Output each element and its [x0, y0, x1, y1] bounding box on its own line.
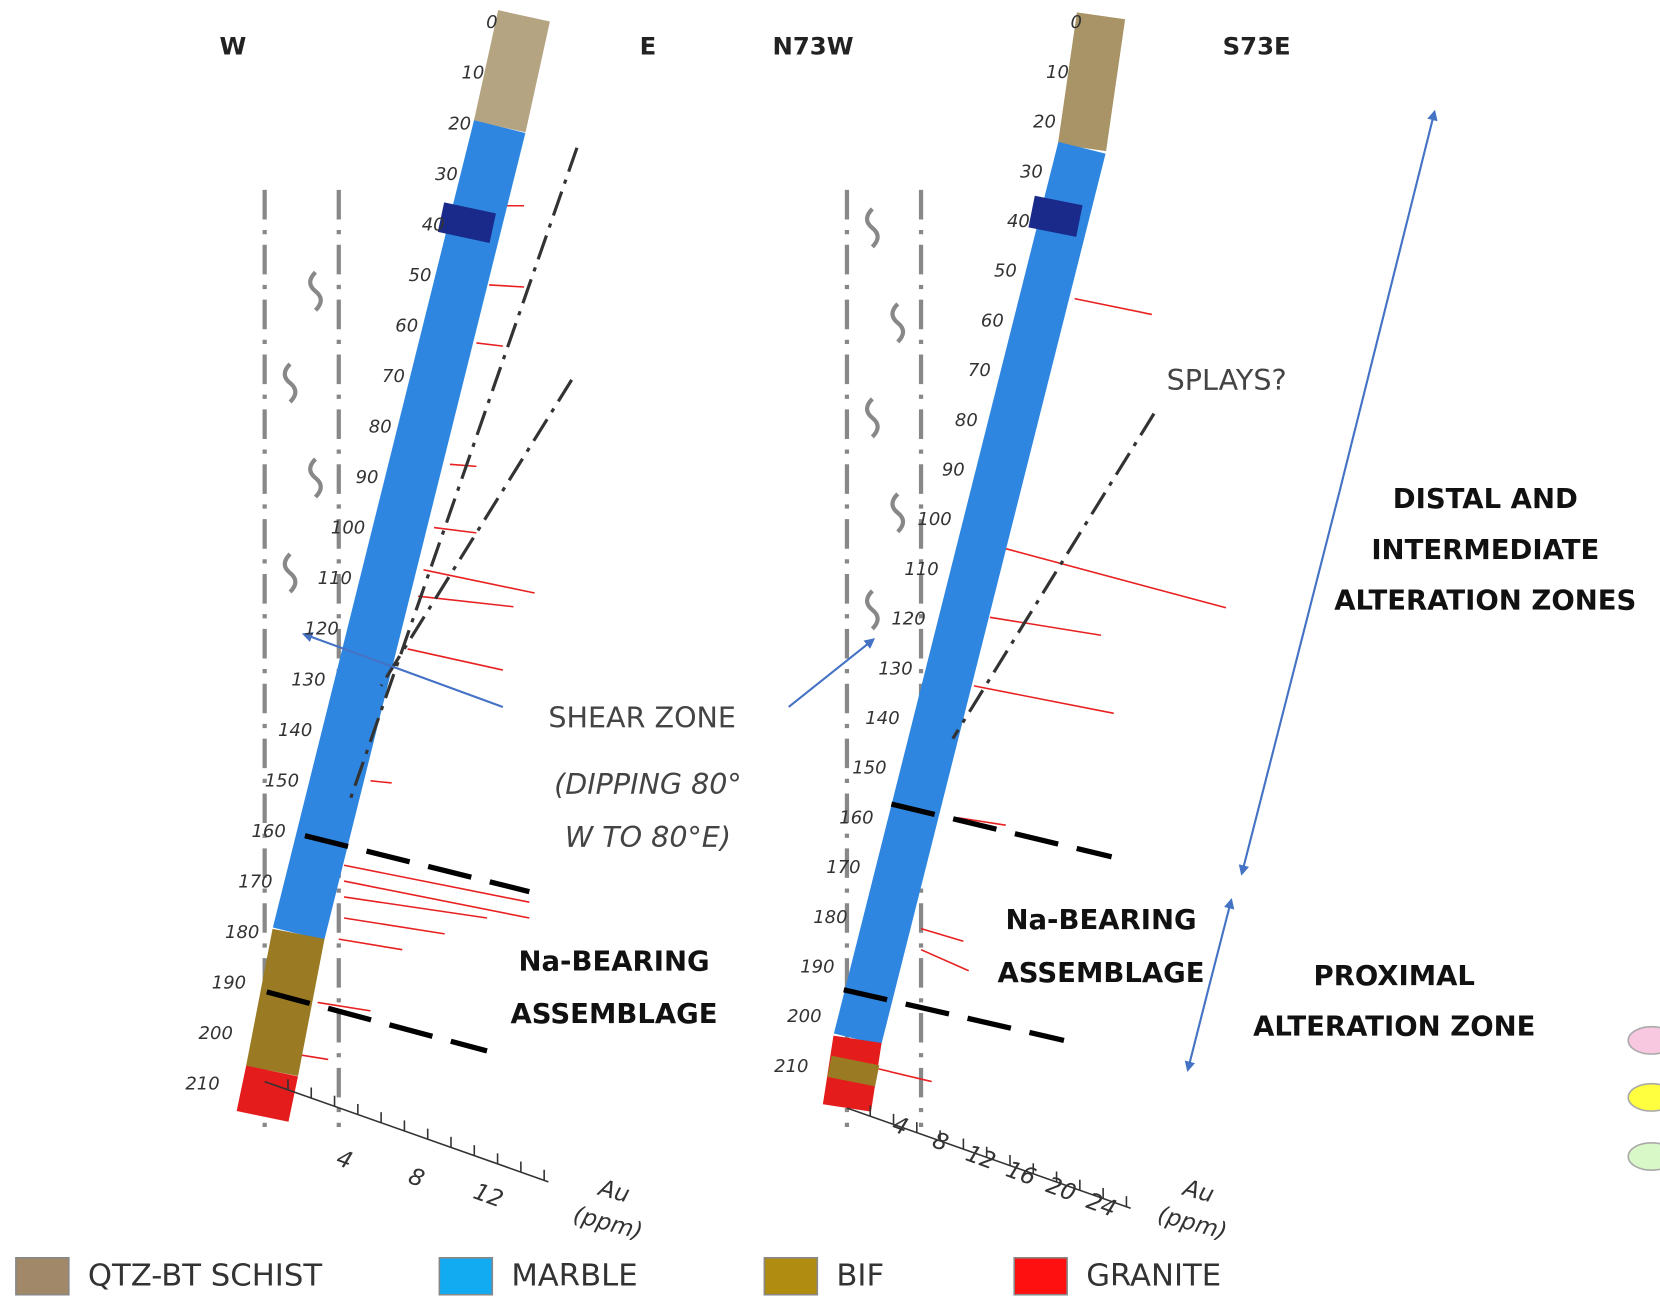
depth-label: 110 [318, 568, 352, 589]
axis-tick-label: 4 [333, 1145, 356, 1175]
direction-label: W [219, 32, 246, 61]
axis-tick-label: 12 [470, 1178, 507, 1213]
legend-swatch [16, 1258, 69, 1295]
axis-tick-label: 16 [1002, 1156, 1039, 1191]
depth-label: 180 [813, 907, 847, 928]
annotation: ASSEMBLAGE [997, 957, 1204, 989]
depth-label: 150 [265, 770, 299, 791]
au-axes [265, 1082, 1131, 1209]
depth-label: 140 [865, 708, 899, 729]
depth-label: 210 [774, 1056, 808, 1077]
axis-tick-label: 4 [889, 1111, 912, 1141]
annotation: Na-BEARING [1005, 904, 1196, 936]
drill-hole-left [263, 16, 524, 1117]
depth-label: 170 [238, 871, 272, 892]
annotation: SPLAYS? [1167, 364, 1287, 397]
direction-label: N73W [773, 32, 854, 61]
depth-label: 180 [225, 922, 259, 943]
depth-label: 190 [212, 973, 246, 994]
axis-label: (ppm) [570, 1201, 645, 1245]
depth-label: 30 [1020, 161, 1043, 182]
direction-label: E [640, 32, 657, 61]
depth-label: 200 [787, 1006, 821, 1027]
legend: QTZ-BT SCHIST MARBLE BIF GRANITE [16, 1258, 1221, 1295]
depth-label: 50 [409, 265, 432, 286]
depth-label: 10 [1046, 62, 1069, 83]
depth-label: 30 [435, 164, 458, 185]
depth-label: 120 [304, 619, 338, 640]
axis-label: (ppm) [1155, 1201, 1230, 1245]
depth-label: 160 [839, 807, 873, 828]
annotation: ASSEMBLAGE [511, 998, 718, 1030]
depth-label: 40 [422, 214, 445, 235]
axis-tick-label: 20 [1043, 1172, 1080, 1207]
legend-label: MARBLE [511, 1258, 637, 1293]
depth-label: 170 [826, 857, 860, 878]
depth-label: 190 [800, 957, 834, 978]
depth-label: 130 [878, 658, 912, 679]
depth-label: 90 [942, 460, 965, 481]
annotation: INTERMEDIATE [1371, 534, 1599, 566]
depth-label: 80 [369, 417, 392, 438]
depth-label: 100 [331, 518, 365, 539]
axis-tick-label: 12 [962, 1140, 999, 1175]
axis-label: Au [594, 1174, 633, 1208]
annotation: Na-BEARING [518, 945, 709, 977]
axis-label: Au [1178, 1174, 1217, 1208]
annotation: (DIPPING 80° [554, 768, 742, 801]
depth-label: 110 [904, 559, 938, 580]
depth-label: 90 [356, 467, 379, 488]
depth-label: 0 [1071, 12, 1082, 33]
annotation: DISTAL AND [1393, 483, 1578, 515]
legend-label: QTZ-BT SCHIST [88, 1258, 322, 1293]
depth-label: 50 [994, 261, 1017, 282]
axis-tick-label: 8 [405, 1163, 428, 1193]
depth-label: 60 [395, 315, 418, 336]
direction-label: S73E [1223, 32, 1291, 61]
legend-swatch [439, 1258, 492, 1295]
depth-label: 20 [448, 113, 471, 134]
annotation: PROXIMAL [1314, 960, 1475, 992]
depth-label: 140 [278, 720, 312, 741]
diagram: W E N73W S73E SHEAR ZONE (DIPPING 80° W … [0, 0, 1660, 1300]
depth-label: 130 [291, 669, 325, 690]
depth-label: 150 [852, 758, 886, 779]
legend-label: BIF [836, 1258, 884, 1293]
depth-label: 80 [955, 410, 978, 431]
axis-tick-label: 8 [929, 1127, 952, 1157]
annotation: ALTERATION ZONE [1253, 1011, 1535, 1043]
depth-label: 210 [185, 1074, 219, 1095]
depth-label: 0 [486, 12, 497, 33]
legend-swatch [764, 1258, 817, 1295]
depth-label: 60 [981, 310, 1004, 331]
edge-swatches [1628, 1027, 1660, 1171]
depth-label: 40 [1007, 211, 1030, 232]
depth-label: 20 [1033, 112, 1056, 133]
legend-label: GRANITE [1086, 1258, 1221, 1293]
legend-swatch [1014, 1258, 1067, 1295]
annotation: SHEAR ZONE [548, 702, 736, 735]
depth-label: 10 [461, 63, 484, 84]
depth-label: 160 [252, 821, 286, 842]
depth-label: 100 [917, 509, 951, 530]
depth-label: 70 [968, 360, 991, 381]
depth-label: 120 [891, 609, 925, 630]
annotation: W TO 80°E) [565, 821, 731, 854]
depth-label: 70 [382, 366, 405, 387]
annotation: ALTERATION ZONES [1334, 584, 1636, 616]
depth-label: 200 [199, 1023, 233, 1044]
